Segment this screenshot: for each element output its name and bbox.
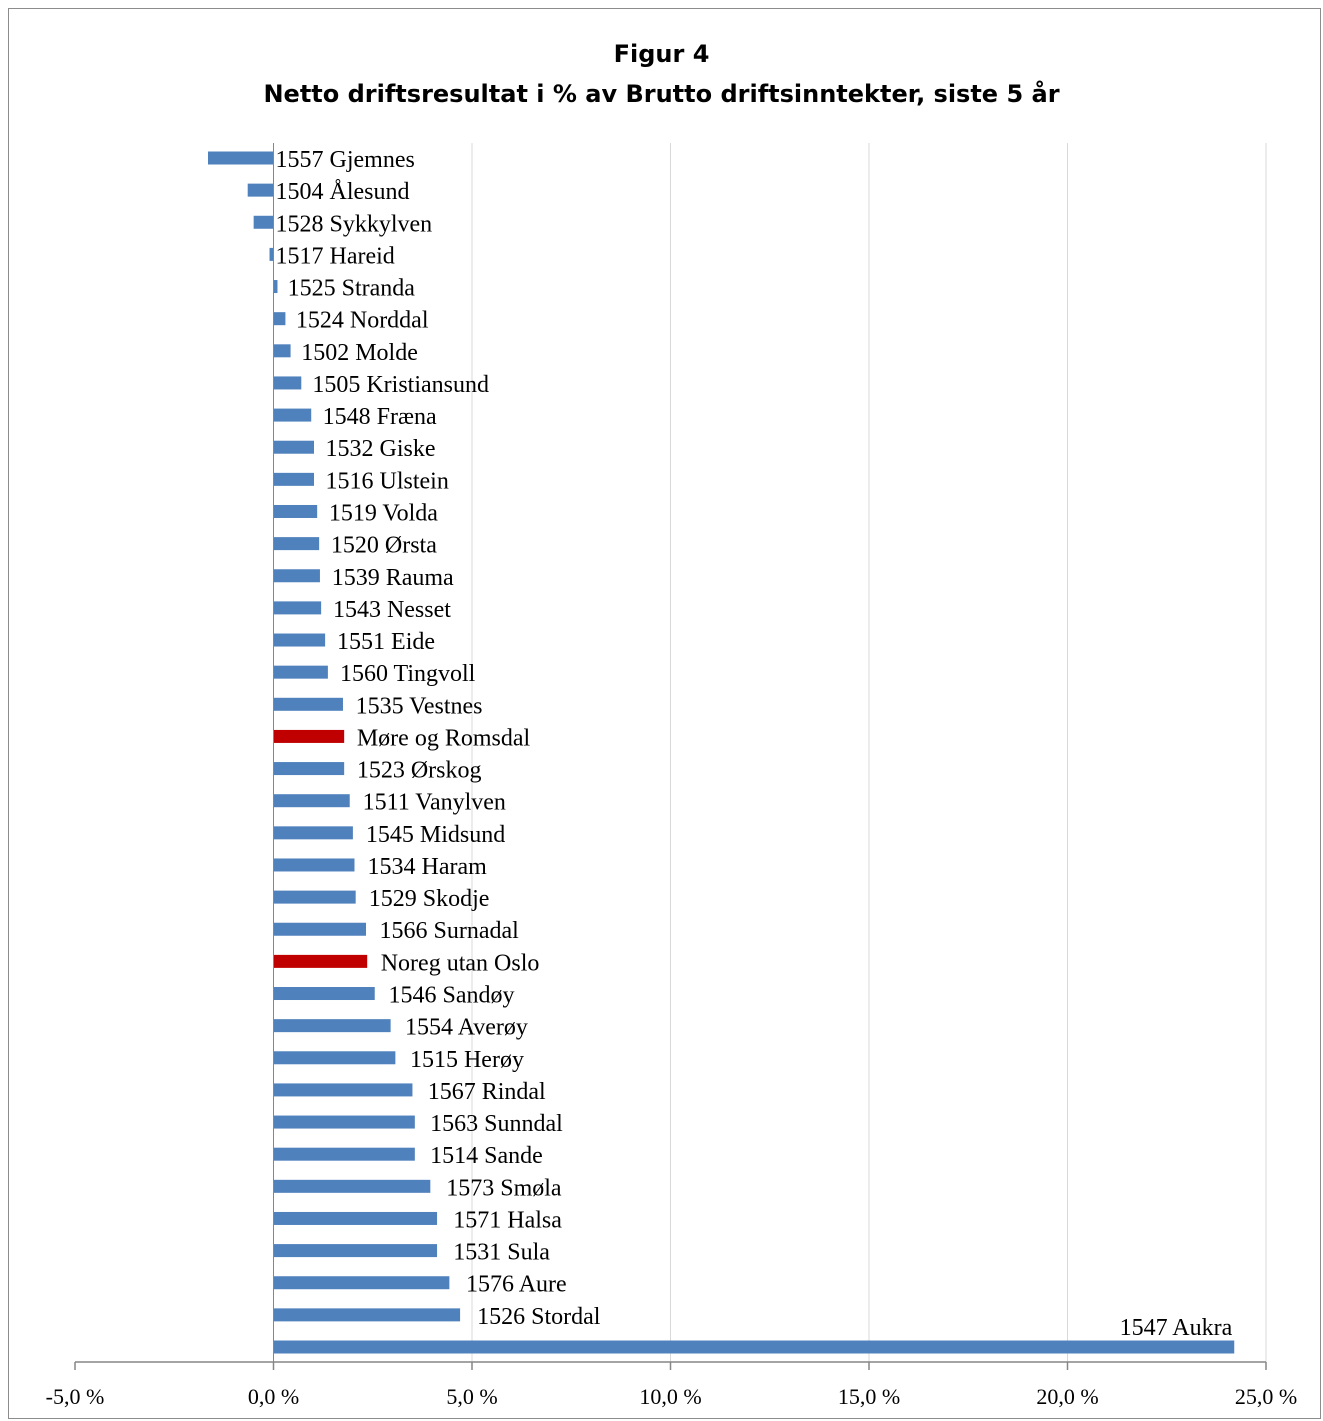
bar bbox=[273, 697, 343, 711]
x-tick-label: -5,0 % bbox=[46, 1384, 105, 1409]
bar bbox=[273, 569, 320, 583]
bar bbox=[273, 1147, 415, 1161]
bar bbox=[207, 151, 274, 165]
bar-label: 1531 Sula bbox=[453, 1240, 550, 1266]
bar-label: 1551 Eide bbox=[337, 629, 435, 655]
bar bbox=[273, 312, 286, 326]
bar-label: 1517 Hareid bbox=[276, 243, 395, 269]
bar-label: 1534 Haram bbox=[368, 854, 488, 880]
bar bbox=[273, 633, 326, 647]
chart-title: Figur 4 Netto driftsresultat i % av Brut… bbox=[0, 34, 1323, 114]
bar bbox=[273, 1211, 438, 1225]
x-tick-label: 10,0 % bbox=[639, 1384, 701, 1409]
bar-label: 1571 Halsa bbox=[453, 1207, 562, 1233]
bar bbox=[273, 1276, 450, 1290]
bar-label: 1548 Fræna bbox=[323, 404, 437, 430]
chart-title-line-2: Netto driftsresultat i % av Brutto drift… bbox=[263, 80, 1060, 108]
x-tick-label: 20,0 % bbox=[1036, 1384, 1098, 1409]
bar-label: Møre og Romsdal bbox=[357, 725, 531, 751]
bar bbox=[273, 987, 375, 1001]
bar-label: 1502 Molde bbox=[301, 340, 418, 366]
bar bbox=[273, 1051, 396, 1065]
bar bbox=[273, 1179, 431, 1193]
bar bbox=[273, 280, 278, 294]
bar bbox=[273, 665, 328, 679]
bar bbox=[273, 504, 318, 518]
gridlines bbox=[471, 143, 1267, 1362]
bar bbox=[269, 247, 274, 261]
bar-label: 1516 Ulstein bbox=[326, 468, 449, 494]
bar-label: 1524 Norddal bbox=[296, 308, 429, 334]
chart-title-line-1: Figur 4 bbox=[613, 40, 710, 68]
bar-label: 1504 Ålesund bbox=[276, 179, 410, 205]
bar-label: 1543 Nesset bbox=[333, 597, 451, 623]
bar bbox=[273, 1340, 1235, 1354]
bar bbox=[273, 858, 355, 872]
bar bbox=[273, 729, 345, 743]
bar-label: 1511 Vanylven bbox=[363, 790, 506, 816]
bar bbox=[273, 762, 345, 776]
bar-label: 1505 Kristiansund bbox=[312, 372, 489, 398]
bar bbox=[273, 922, 367, 936]
bar bbox=[273, 1244, 438, 1258]
bar bbox=[273, 1115, 415, 1129]
chart-frame bbox=[8, 8, 1321, 1419]
bar-label: 1526 Stordal bbox=[477, 1304, 601, 1330]
bar-label: 1523 Ørskog bbox=[357, 758, 482, 784]
bar-label: 1529 Skodje bbox=[369, 886, 490, 912]
bar bbox=[273, 890, 356, 904]
bar-label: 1567 Rindal bbox=[428, 1079, 546, 1105]
bar-label: 1546 Sandøy bbox=[389, 983, 515, 1009]
bar-label: 1545 Midsund bbox=[366, 822, 505, 848]
bar-label: 1573 Smøla bbox=[446, 1175, 562, 1201]
bar-label: 1532 Giske bbox=[326, 436, 436, 462]
bar-label: 1535 Vestnes bbox=[356, 693, 483, 719]
bar-label: 1566 Surnadal bbox=[379, 918, 519, 944]
bar bbox=[273, 344, 291, 358]
bar bbox=[273, 376, 302, 390]
x-axis: -5,0 % 0,0 % 5,0 % 10,0 % 15,0 % 20,0 % 25,0 % bbox=[46, 143, 1297, 1409]
bar bbox=[273, 794, 350, 808]
bar-label: 1519 Volda bbox=[329, 500, 438, 526]
bar-label: 1560 Tingvoll bbox=[340, 661, 476, 687]
bar bbox=[273, 954, 368, 968]
bar bbox=[253, 215, 274, 229]
bar bbox=[273, 408, 312, 422]
bar-label: 1539 Rauma bbox=[332, 565, 454, 591]
bar bbox=[273, 440, 314, 454]
x-tick-label: 25,0 % bbox=[1235, 1384, 1297, 1409]
bar-label: 1563 Sunndal bbox=[430, 1111, 563, 1137]
bar-label: 1515 Herøy bbox=[410, 1047, 524, 1073]
bar-label: 1514 Sande bbox=[430, 1143, 543, 1169]
bars bbox=[207, 151, 1235, 1354]
bar bbox=[247, 183, 274, 197]
bar bbox=[273, 472, 314, 486]
bar bbox=[273, 537, 320, 551]
bar-label: 1557 Gjemnes bbox=[276, 147, 415, 173]
x-tick-label: 0,0 % bbox=[248, 1384, 299, 1409]
bar bbox=[273, 1019, 391, 1033]
x-tick-label: 5,0 % bbox=[446, 1384, 497, 1409]
x-tick-label: 15,0 % bbox=[838, 1384, 900, 1409]
bar-label: 1576 Aure bbox=[466, 1272, 567, 1298]
bar bbox=[273, 826, 353, 840]
bar-label: 1520 Ørsta bbox=[331, 533, 437, 559]
bar bbox=[273, 1308, 461, 1322]
bar-label: 1528 Sykkylven bbox=[276, 211, 433, 237]
bar bbox=[273, 601, 322, 615]
bar-label: 1547 Aukra bbox=[1120, 1315, 1233, 1341]
bar bbox=[273, 1083, 413, 1097]
bar-label: 1525 Stranda bbox=[288, 276, 416, 302]
bar-labels: 1557 Gjemnes 1504 Ålesund 1528 Sykkylven 15… bbox=[276, 147, 1233, 1341]
bar-label: 1554 Averøy bbox=[405, 1015, 528, 1041]
bar-label: Noreg utan Oslo bbox=[381, 950, 540, 976]
